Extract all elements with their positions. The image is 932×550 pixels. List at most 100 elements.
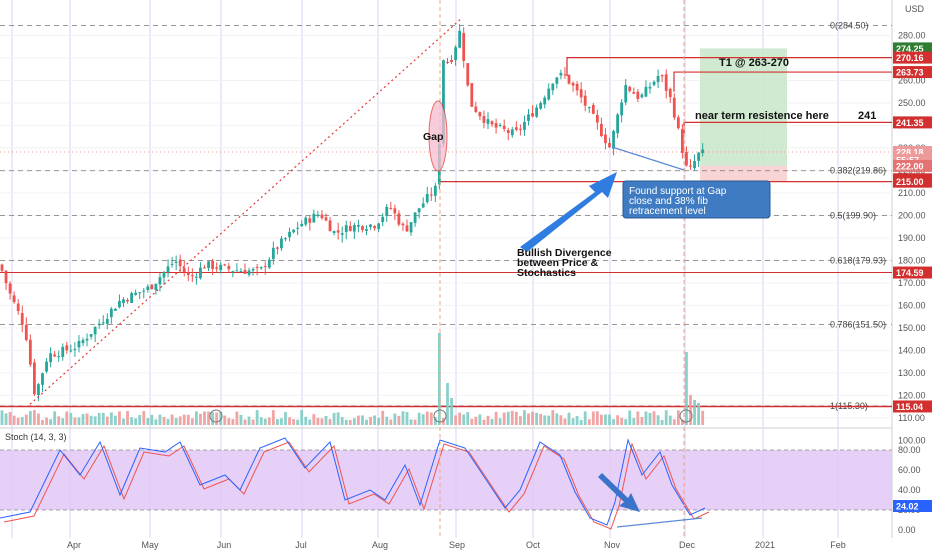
candle-body [676, 117, 680, 129]
candle-body [450, 59, 453, 63]
volume-bar [689, 395, 692, 425]
candle-body [227, 265, 231, 270]
divergence-label-2: between Price & [517, 257, 599, 269]
candle-body [101, 322, 105, 324]
currency-label[interactable]: USD [905, 4, 925, 14]
candle-body [543, 97, 547, 105]
candle-body [389, 207, 393, 209]
candle-body [458, 30, 462, 48]
volume-bar [539, 413, 543, 425]
volume-bar [668, 415, 672, 425]
candle-body [510, 129, 514, 136]
volume-bar [693, 400, 696, 425]
candle-body [134, 292, 138, 295]
price-tag-box [893, 175, 932, 188]
price-tag-label: 228.18 [896, 148, 924, 158]
support-callout[interactable] [622, 180, 771, 219]
volume-bar [458, 412, 462, 425]
volume-bar [454, 415, 457, 425]
price-axis[interactable]: 110.00 120.00 130.00 140.00 150.00 160.00 170.… [898, 30, 926, 535]
grid [0, 0, 892, 538]
stoch-tag-box [893, 500, 932, 512]
candle-body [442, 60, 445, 144]
volume-bar [636, 411, 640, 425]
candle-body [417, 208, 421, 213]
volume-bar [0, 410, 4, 425]
stoch-tick-label: 80.00 [898, 445, 921, 455]
candle-body [97, 323, 101, 326]
candle-body [352, 225, 356, 232]
gap-label: Gap [423, 131, 443, 143]
volume-bar [4, 413, 8, 425]
volume-bar [101, 412, 105, 425]
volume-bar [57, 416, 61, 425]
volume-bars [0, 333, 705, 425]
volume-bar [510, 410, 514, 425]
month-tick-label: Oct [526, 540, 541, 550]
price-tick-label: 140.00 [898, 345, 926, 355]
candle-body [24, 324, 28, 341]
candle-body [348, 226, 352, 231]
volume-bar [20, 417, 24, 425]
volume-bar [255, 410, 259, 425]
fib-label: 0.5(199.90) [830, 211, 876, 221]
candle-body [531, 113, 534, 117]
time-axis[interactable]: Apr May Jun Jul Aug Sep Oct Nov Dec 2021 Feb [67, 540, 846, 550]
candle-body [284, 238, 287, 240]
candle-body [474, 106, 478, 112]
volume-bar [142, 411, 146, 425]
volume-bar [628, 410, 632, 425]
volume-bar [134, 418, 138, 425]
volume-bar [652, 411, 656, 425]
candle-body [150, 284, 154, 290]
candle-body [697, 152, 700, 161]
candle-body [186, 272, 190, 275]
volume-bar [417, 412, 421, 425]
volume-bar [170, 414, 174, 425]
volume-bar [146, 418, 150, 425]
candle-body [587, 107, 591, 109]
gap-ellipse [428, 100, 448, 172]
candle-body [681, 129, 684, 153]
candle-body [701, 149, 705, 154]
candle-body [656, 75, 660, 83]
price-tick-label: 210.00 [898, 188, 926, 198]
volume-bar [421, 414, 425, 425]
candle-body [178, 259, 182, 267]
resistance-label: near term resistence here [695, 110, 829, 122]
volume-bar [16, 417, 20, 425]
volume-bar [344, 419, 348, 425]
price-divergence-line [611, 146, 685, 171]
candle-body [595, 114, 599, 123]
candle-body [660, 75, 664, 77]
candle-body [146, 286, 150, 290]
candle-body [77, 340, 81, 348]
month-tick-label: Jul [295, 540, 307, 550]
candle-body [523, 121, 526, 130]
candle-body [320, 214, 324, 219]
volume-bar [644, 411, 648, 425]
candle-body [316, 214, 320, 216]
stoch-band [0, 450, 892, 510]
stoch-k-line [0, 437, 706, 526]
volume-bar [514, 411, 518, 425]
candle-body [644, 86, 648, 97]
candle-body [478, 112, 482, 117]
volume-bar [535, 412, 538, 425]
candle-body [219, 264, 223, 271]
volume-bar [438, 333, 441, 425]
stoch-indicator-label[interactable]: Stoch (14, 3, 3) [5, 432, 67, 442]
candle-body [547, 88, 551, 100]
candle-body [409, 222, 413, 233]
candle-body [344, 225, 348, 233]
volume-bar [223, 415, 227, 425]
candle-body [138, 292, 142, 294]
support-callout-line-2: close and 38% fib [629, 196, 708, 207]
volume-bar [166, 418, 170, 425]
volume-bar [85, 413, 89, 425]
price-tick-label: 170.00 [898, 278, 926, 288]
candle-body [292, 229, 295, 233]
volume-bar [660, 419, 664, 425]
volume-bar [41, 419, 44, 425]
